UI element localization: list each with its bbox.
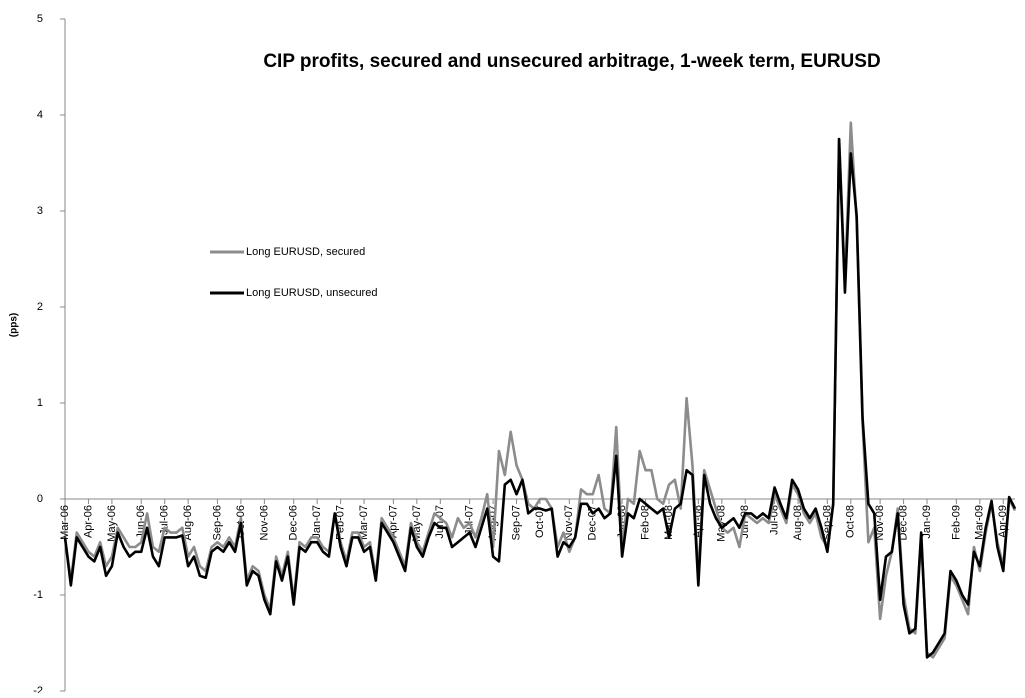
- y-tick-label: 0: [37, 493, 43, 505]
- y-tick-label: 4: [37, 109, 43, 121]
- x-tick-label: Dec-07: [587, 505, 599, 540]
- x-tick-label: Apr-06: [82, 505, 94, 538]
- x-tick-label: Nov-07: [563, 505, 575, 540]
- x-tick-label: Aug-06: [182, 505, 194, 540]
- y-tick-label: -2: [33, 685, 43, 693]
- y-tick-label: 3: [37, 205, 43, 217]
- chart-title: CIP profits, secured and unsecured arbit…: [263, 51, 880, 72]
- x-tick-label: Jun-07: [434, 505, 446, 539]
- x-tick-label: Mar-08: [663, 505, 675, 540]
- x-tick-label: Apr-07: [387, 505, 399, 538]
- legend-label: Long EURUSD, secured: [246, 246, 365, 258]
- series-line: [63, 137, 1017, 659]
- x-tick-label: Oct-08: [845, 505, 857, 538]
- x-tick-label: May-06: [106, 505, 118, 542]
- x-tick-label: Nov-08: [874, 505, 886, 540]
- y-tick-label: 2: [37, 301, 43, 313]
- x-tick-label: Sep-06: [211, 505, 223, 540]
- y-tick-label: 1: [37, 397, 43, 409]
- x-tick-label: Aug-08: [792, 505, 804, 540]
- y-tick-label: 5: [37, 13, 43, 25]
- x-tick-label: Feb-08: [639, 505, 651, 540]
- x-tick-label: Jul-06: [159, 505, 171, 535]
- x-tick-label: Jan-09: [921, 505, 933, 539]
- y-tick-label: -1: [33, 589, 43, 601]
- x-tick-label: Mar-09: [974, 505, 986, 540]
- x-tick-label: Oct-07: [534, 505, 546, 538]
- series-line: [63, 121, 1017, 659]
- x-tick-label: Feb-09: [950, 505, 962, 540]
- y-axis-label: (pps): [9, 313, 20, 337]
- x-tick-label: Nov-06: [258, 505, 270, 540]
- x-tick-label: Sep-07: [510, 505, 522, 540]
- x-tick-label: Dec-06: [288, 505, 300, 540]
- x-tick-label: Mar-07: [358, 505, 370, 540]
- x-tick-label: Mar-06: [59, 505, 71, 540]
- x-tick-label: Jan-07: [311, 505, 323, 539]
- legend-label: Long EURUSD, unsecured: [246, 287, 377, 299]
